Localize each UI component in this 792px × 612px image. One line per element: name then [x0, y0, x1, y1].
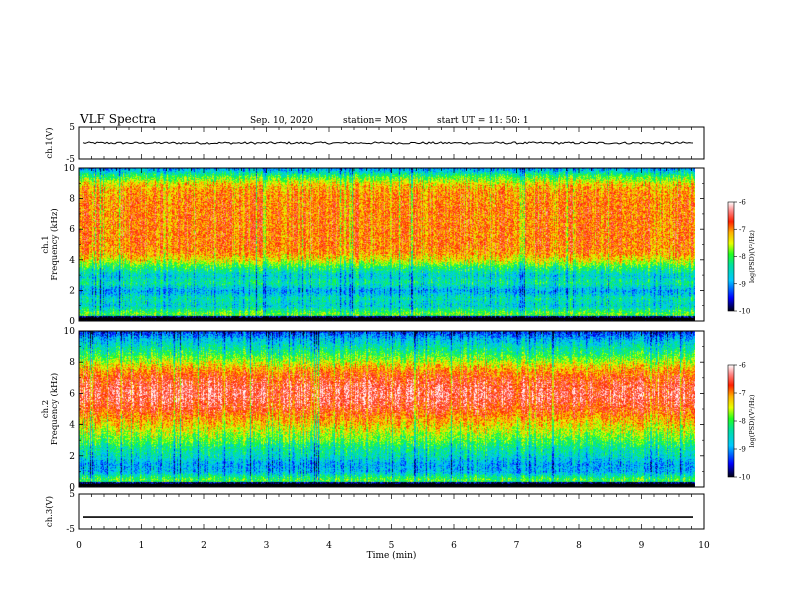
y-tick-label: 5 — [69, 490, 75, 500]
station-label: station= MOS — [343, 116, 407, 126]
x-tick-label: 8 — [576, 541, 582, 551]
waveform-trace — [82, 141, 694, 145]
y-tick-label: 6 — [69, 225, 75, 235]
x-tick-label: 7 — [514, 541, 520, 551]
colorbar — [727, 201, 735, 312]
colorbar-tick-label: -10 — [739, 308, 750, 316]
x-tick-label: 10 — [698, 541, 710, 551]
y-tick-label: 10 — [64, 327, 76, 337]
y-tick-label: 2 — [69, 286, 75, 296]
spectrogram-layer — [79, 168, 695, 487]
colorbar-tick-label: -7 — [739, 226, 746, 234]
x-tick-label: 9 — [639, 541, 645, 551]
colorbar-tick-label: -7 — [739, 390, 746, 398]
x-tick-label: 2 — [201, 541, 207, 551]
colorbar — [727, 364, 735, 478]
y-axis-label: ch.1(V) — [44, 127, 55, 158]
y-tick-label: 0 — [69, 483, 75, 493]
chart-title: VLF Spectra — [79, 112, 156, 126]
y-axis-label: Frequency (kHz) — [49, 208, 60, 280]
spectrogram-image — [79, 168, 695, 321]
y-tick-label: 8 — [69, 358, 75, 368]
start-time-label: start UT = 11: 50: 1 — [437, 116, 529, 126]
y-tick-label: -5 — [66, 155, 75, 165]
colorbar-tick-label: -6 — [739, 199, 746, 207]
labels-layer: ch.1(V) 5 -5 -6 -7 -8 -9 -10 log(PSD)(V²/Hz) ch.1… — [41, 123, 756, 561]
y-tick-label: 10 — [64, 164, 76, 174]
y-tick-label: 4 — [69, 256, 75, 266]
x-axis-label: Time (min) — [367, 550, 417, 561]
x-tick-label: 0 — [76, 541, 82, 551]
colorbar-title: log(PSD)(V²/Hz) — [748, 394, 756, 447]
y-tick-label: 4 — [69, 421, 75, 431]
channel-label: ch.1 — [41, 235, 51, 253]
colorbar-tick-label: -9 — [739, 446, 746, 454]
colorbar-tick-label: -10 — [739, 474, 750, 482]
colorbar-tick-label: -8 — [739, 418, 746, 426]
y-tick-label: 2 — [69, 452, 75, 462]
colorbar-tick-label: -9 — [739, 280, 746, 288]
axes-layer — [78, 126, 737, 530]
y-axis-label: ch.3(V) — [44, 496, 55, 527]
colorbar-title: log(PSD)(V²/Hz) — [748, 230, 756, 283]
colorbar-tick-label: -8 — [739, 253, 746, 261]
spectrogram-image — [79, 331, 695, 487]
channel-label: ch.2 — [41, 400, 51, 418]
y-tick-label: 8 — [69, 195, 75, 205]
y-axis-label: Frequency (kHz) — [49, 373, 60, 445]
date-label: Sep. 10, 2020 — [250, 116, 313, 126]
x-tick-label: 1 — [139, 541, 145, 551]
x-tick-label: 4 — [326, 541, 332, 551]
x-tick-label: 6 — [451, 541, 457, 551]
y-tick-label: 6 — [69, 389, 75, 399]
colorbar-tick-label: -6 — [739, 362, 746, 370]
y-tick-label: 5 — [69, 123, 75, 133]
x-tick-label: 5 — [389, 541, 395, 551]
y-tick-label: 0 — [69, 317, 75, 327]
header-svg: VLF Spectra Sep. 10, 2020 station= MOS s… — [79, 112, 529, 126]
x-tick-label: 3 — [264, 541, 270, 551]
y-tick-label: -5 — [66, 525, 75, 535]
panel-frame — [78, 493, 705, 530]
